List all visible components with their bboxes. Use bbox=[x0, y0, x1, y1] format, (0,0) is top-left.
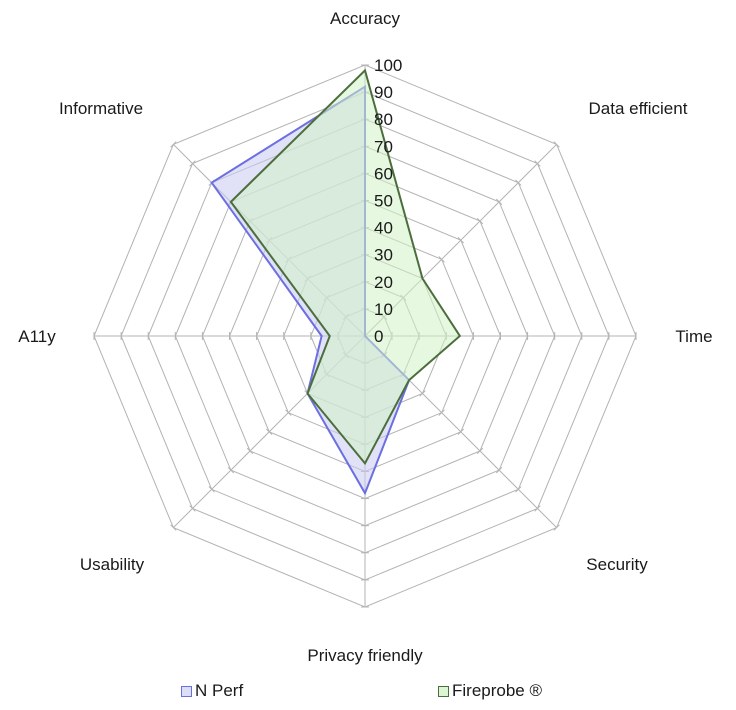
radial-tick-label: 50 bbox=[374, 192, 393, 211]
grid-tick bbox=[553, 524, 560, 531]
grid-tick bbox=[515, 486, 522, 493]
legend-label: Fireprobe ® bbox=[452, 681, 543, 700]
axis-label: Privacy friendly bbox=[307, 646, 423, 665]
axis-label: Informative bbox=[59, 99, 143, 118]
legend-label: N Perf bbox=[195, 681, 244, 700]
radar-chart: 0 10 20 30 40 50 60 70 80 90 100 Accuracy Data effi… bbox=[18, 9, 712, 665]
legend: N Perf Fireprobe ® bbox=[0, 681, 736, 705]
radial-tick-label: 80 bbox=[374, 110, 393, 129]
grid-tick bbox=[208, 486, 215, 493]
axis-label: Data efficient bbox=[589, 99, 688, 118]
grid-tick bbox=[534, 505, 541, 512]
grid-tick bbox=[227, 466, 235, 474]
legend-item-n-perf[interactable]: N Perf bbox=[181, 681, 243, 701]
radial-tick-label: 0 bbox=[374, 327, 383, 346]
grid-tick bbox=[457, 237, 464, 244]
grid-tick bbox=[189, 160, 196, 167]
grid-tick bbox=[515, 179, 522, 186]
radial-tick-label: 100 bbox=[374, 56, 402, 75]
grid-tick bbox=[438, 409, 445, 416]
grid-tick bbox=[189, 505, 196, 512]
grid-tick bbox=[170, 141, 177, 148]
axis-labels: Accuracy Data efficient Time Security Privac… bbox=[18, 9, 712, 665]
axis-label: Usability bbox=[80, 555, 145, 574]
axis-label: Accuracy bbox=[330, 9, 400, 28]
axis-label: Time bbox=[675, 327, 712, 346]
radial-tick-label: 30 bbox=[374, 246, 393, 265]
legend-swatch-fireprobe-icon bbox=[438, 685, 449, 697]
grid-tick bbox=[266, 428, 273, 435]
grid-tick bbox=[476, 447, 484, 455]
grid-tick bbox=[534, 160, 541, 167]
radial-tick-label: 60 bbox=[374, 164, 393, 183]
grid-tick bbox=[170, 524, 177, 531]
grid-tick bbox=[476, 217, 484, 225]
grid-tick bbox=[438, 256, 445, 263]
radial-tick-label: 90 bbox=[374, 83, 393, 102]
series-fireprobe bbox=[229, 68, 462, 466]
legend-item-fireprobe[interactable]: Fireprobe ® bbox=[438, 681, 542, 701]
grid-tick bbox=[553, 141, 560, 148]
grid-tick bbox=[495, 466, 503, 474]
grid-tick bbox=[495, 198, 503, 206]
radial-tick-label: 70 bbox=[374, 137, 393, 156]
axis-label: Security bbox=[586, 555, 648, 574]
grid-tick bbox=[457, 428, 464, 435]
grid-tick bbox=[419, 390, 426, 397]
radial-tick-label: 20 bbox=[374, 273, 393, 292]
grid-tick bbox=[285, 409, 292, 416]
radial-tick-label: 10 bbox=[374, 300, 393, 319]
legend-swatch-n-perf-icon bbox=[181, 685, 192, 697]
grid-tick bbox=[246, 447, 254, 455]
axis-label: A11y bbox=[18, 327, 56, 346]
radar-series bbox=[210, 68, 462, 496]
radial-tick-label: 40 bbox=[374, 219, 393, 238]
radial-tick-labels: 0 10 20 30 40 50 60 70 80 90 100 bbox=[374, 56, 402, 346]
